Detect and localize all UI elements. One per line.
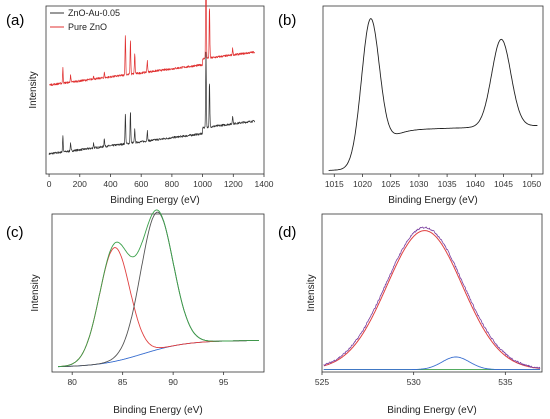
- x-tick-label-c: 80: [67, 377, 77, 387]
- x-tick-label-d: 525: [315, 377, 329, 387]
- panel-label-a: (a): [6, 12, 24, 29]
- series-line-envelope-c: [58, 209, 259, 368]
- legend-a: ZnO-Au-0.05 Pure ZnO: [50, 8, 120, 32]
- x-axis-title-c: Binding Energy (eV): [113, 405, 203, 416]
- x-axis-title-a: Binding Energy (eV): [110, 195, 200, 206]
- x-tick-label-b: 1045: [494, 179, 513, 189]
- panel-label-c: (c): [6, 224, 24, 241]
- legend-label-zno-au: ZnO-Au-0.05: [68, 8, 120, 18]
- series-line-raw-d: [323, 226, 541, 369]
- x-tick-label-c: 85: [118, 377, 128, 387]
- panel-label-d: (d): [278, 224, 296, 241]
- x-tick-label-d: 535: [498, 377, 512, 387]
- series-line-component-1-c: [58, 247, 259, 368]
- series-line-pure-zno: [48, 0, 256, 87]
- x-tick-label-b: 1020: [353, 179, 372, 189]
- x-tick-label-a: 1200: [224, 179, 243, 189]
- x-tick-label-c: 90: [168, 377, 178, 387]
- chart-marks: 0 200 400 600 800 1000 1200 1400 1015 1020 1025 103…: [47, 0, 541, 387]
- x-tick-label-a: 600: [134, 179, 148, 189]
- y-axis-title-d: Intensity: [306, 274, 317, 311]
- x-tick-label-b: 1015: [325, 179, 344, 189]
- x-tick-label-b: 1050: [522, 179, 541, 189]
- series-line-zno-au: [48, 51, 256, 155]
- series-line-component-1-d: [323, 230, 541, 369]
- series-line-component-2-d: [323, 356, 540, 371]
- y-axis-title-a: Intensity: [28, 71, 39, 108]
- x-axis-title-b: Binding Energy (eV): [388, 195, 478, 206]
- y-axis-title-c: Intensity: [30, 274, 41, 311]
- x-tick-label-a: 200: [73, 179, 87, 189]
- plot-frame-a: [45, 5, 265, 175]
- x-tick-label-a: 0: [47, 179, 52, 189]
- series-line-background-c: [58, 340, 259, 368]
- series-line-component-2-c: [58, 211, 259, 368]
- plot-frame-b: [322, 5, 544, 175]
- legend-label-pure-zno: Pure ZnO: [68, 22, 107, 32]
- x-tick-label-b: 1040: [466, 179, 485, 189]
- x-tick-label-b: 1035: [438, 179, 457, 189]
- series-line-zn2p: [328, 18, 538, 171]
- x-tick-label-a: 400: [103, 179, 117, 189]
- x-tick-label-b: 1030: [409, 179, 428, 189]
- x-tick-label-a: 1000: [193, 179, 212, 189]
- plot-frame-c: [51, 213, 265, 373]
- x-tick-label-d: 530: [407, 377, 421, 387]
- x-tick-label-a: 1400: [255, 179, 274, 189]
- plot-frame-d: [321, 213, 543, 373]
- x-tick-label-a: 800: [165, 179, 179, 189]
- x-tick-label-b: 1025: [381, 179, 400, 189]
- x-axis-title-d: Binding Energy (eV): [387, 405, 477, 416]
- x-tick-label-c: 95: [219, 377, 229, 387]
- panel-label-b: (b): [278, 12, 296, 29]
